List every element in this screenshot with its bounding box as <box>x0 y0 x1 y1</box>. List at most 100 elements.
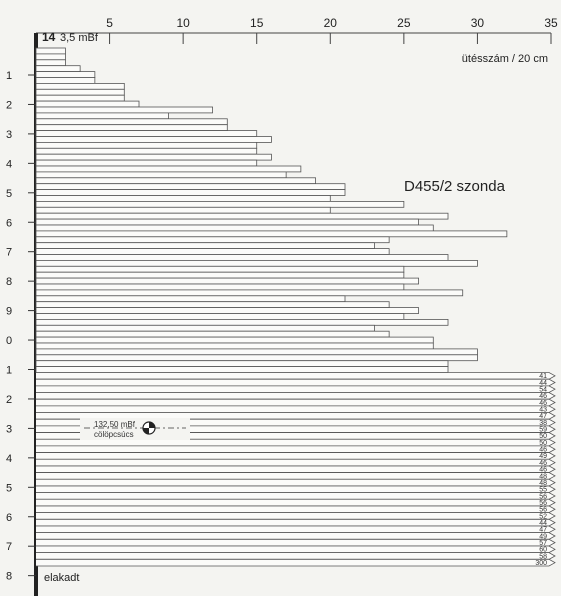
overflow-value-label: 52 <box>539 513 547 520</box>
overflow-bar <box>36 478 556 487</box>
overflow-bar <box>36 392 556 400</box>
overflow-value-label: 58 <box>539 553 547 560</box>
overflow-value-label: 44 <box>539 380 547 387</box>
bar <box>35 47 66 55</box>
depth-tick-label: 8 <box>6 276 12 288</box>
bar <box>35 65 81 72</box>
overflow-value-label: 49 <box>539 453 547 460</box>
overflow-value-label: 46 <box>539 447 547 454</box>
bar <box>35 271 405 279</box>
overflow-bar <box>36 372 556 380</box>
bar <box>35 94 125 102</box>
depth-tick-label: 0 <box>6 335 12 347</box>
depth-tick-label: 7 <box>6 541 12 553</box>
x-tick-label: 20 <box>324 16 338 30</box>
bar <box>35 112 169 120</box>
bar <box>35 354 478 362</box>
bar <box>35 342 434 350</box>
end-label: elakadt <box>44 572 79 584</box>
bar <box>35 265 405 273</box>
x-unit-label: ütésszám / 20 cm <box>462 53 548 65</box>
overflow-bar <box>36 532 556 540</box>
depth-tick-label: 2 <box>6 99 12 111</box>
bar <box>35 147 258 155</box>
top-label: 14 <box>42 30 56 44</box>
bar <box>35 118 228 126</box>
overflow-bar <box>36 498 556 507</box>
overflow-value-label: 49 <box>539 533 547 540</box>
overflow-value-label: 46 <box>539 393 547 400</box>
bar <box>35 248 390 255</box>
bar <box>35 88 125 96</box>
bar <box>35 283 405 291</box>
bar <box>35 183 346 190</box>
overflow-value-label: 48 <box>539 480 547 487</box>
bar <box>35 318 449 326</box>
overflow-bar <box>36 465 556 473</box>
overflow-bar <box>36 405 556 413</box>
overflow-bar <box>36 472 556 480</box>
overflow-value-label: 50 <box>539 440 547 447</box>
overflow-bar <box>36 458 556 467</box>
depth-tick-label: 7 <box>6 247 12 259</box>
bar <box>35 83 125 90</box>
pile-tip-label: 132,50 mBf <box>94 420 136 429</box>
overflow-value-label: 46 <box>539 460 547 467</box>
overflow-value-label: 47 <box>539 527 547 534</box>
bar <box>35 295 346 303</box>
overflow-value-label: 46 <box>539 400 547 407</box>
depth-tick-label: 6 <box>6 217 12 229</box>
overflow-bar <box>36 452 556 460</box>
overflow-value-label: 44 <box>539 520 547 527</box>
x-tick-label: 5 <box>106 16 113 30</box>
bar <box>35 53 66 61</box>
overflow-value-label: 55 <box>539 487 547 494</box>
bar <box>35 277 419 285</box>
bar <box>35 336 434 344</box>
depth-tick-label: 1 <box>6 70 12 82</box>
pile-tip-sublabel: cölöpcsúcs <box>94 430 134 439</box>
depth-tick-label: 2 <box>6 394 12 406</box>
overflow-bar <box>36 485 556 494</box>
depth-tick-label: 3 <box>6 423 12 435</box>
depth-tick-label: 5 <box>6 482 12 494</box>
overflow-value-label: 48 <box>539 473 547 480</box>
bar <box>35 177 316 185</box>
overflow-bar <box>36 518 556 527</box>
depth-tick-label: 4 <box>6 158 12 170</box>
bar <box>35 259 478 267</box>
bar <box>35 348 478 356</box>
bar <box>35 218 419 226</box>
overflow-bar <box>36 438 556 447</box>
bar <box>35 124 228 131</box>
bar <box>35 171 287 179</box>
bar <box>35 360 449 368</box>
depth-tick-label: 8 <box>6 571 12 583</box>
overflow-value-label: 46 <box>539 467 547 474</box>
bar <box>35 100 140 108</box>
x-tick-label: 15 <box>250 16 264 30</box>
overflow-bar <box>36 398 556 407</box>
bar <box>35 153 272 161</box>
bar <box>35 254 449 261</box>
overflow-value-label: 56 <box>539 500 547 507</box>
bar <box>35 77 96 84</box>
overflow-value-label: 47 <box>539 413 547 420</box>
x-tick-label: 25 <box>397 16 411 30</box>
bar <box>35 141 258 149</box>
x-tick-label: 35 <box>544 16 558 30</box>
overflow-bar <box>36 378 556 387</box>
overflow-bar <box>36 512 556 520</box>
chart-title: D455/2 szonda <box>404 178 506 195</box>
overflow-value-label: 56 <box>539 493 547 500</box>
depth-tick-label: 3 <box>6 129 12 141</box>
overflow-bar <box>36 545 556 554</box>
overflow-value-label: 43 <box>539 407 547 414</box>
overflow-value-label: 59 <box>539 427 547 434</box>
overflow-value-label: 56 <box>539 507 547 514</box>
overflow-value-label: 38 <box>539 420 547 427</box>
overflow-bar <box>36 538 556 547</box>
bar <box>35 307 419 314</box>
overflow-value-label: 54 <box>539 387 547 394</box>
